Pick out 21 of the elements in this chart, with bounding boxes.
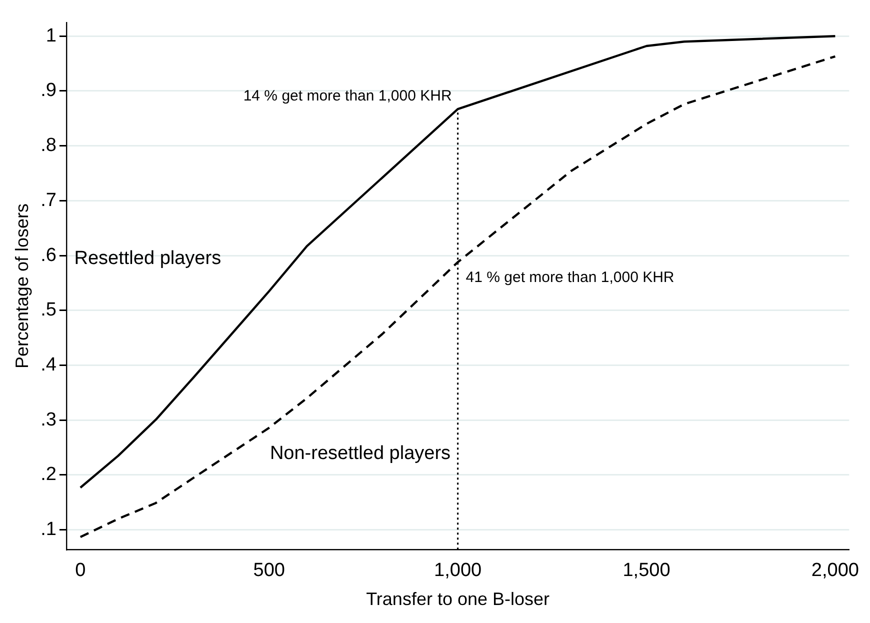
y-tick-label: .6 <box>40 244 56 266</box>
x-tick-label: 0 <box>75 560 86 582</box>
annotation: 14 % get more than 1,000 KHR <box>243 88 452 105</box>
y-axis-title: Percentage of losers <box>12 203 32 369</box>
x-tick-label: 500 <box>253 560 285 582</box>
y-tick-label: .3 <box>40 409 56 430</box>
x-tick-label: 2,000 <box>811 560 859 582</box>
y-tick-label: .8 <box>40 135 56 156</box>
y-tick-label: 1 <box>46 25 56 46</box>
y-tick-label: .2 <box>40 464 56 486</box>
y-tick-label: .5 <box>40 300 56 321</box>
text: Resettled players <box>74 248 222 269</box>
x-tick-label: 1,000 <box>434 560 482 582</box>
y-tick-label: .7 <box>40 190 56 211</box>
y-tick-label: .4 <box>40 354 57 376</box>
y-tick-label: .9 <box>40 80 56 102</box>
x-axis-title: Transfer to one B-loser <box>366 589 550 610</box>
x-tick-label: 1,500 <box>622 560 670 582</box>
series-label: Non-resettled players <box>270 442 451 464</box>
y-tick-label: .1 <box>40 519 56 540</box>
annotation: 41 % get more than 1,000 KHR <box>466 268 674 286</box>
